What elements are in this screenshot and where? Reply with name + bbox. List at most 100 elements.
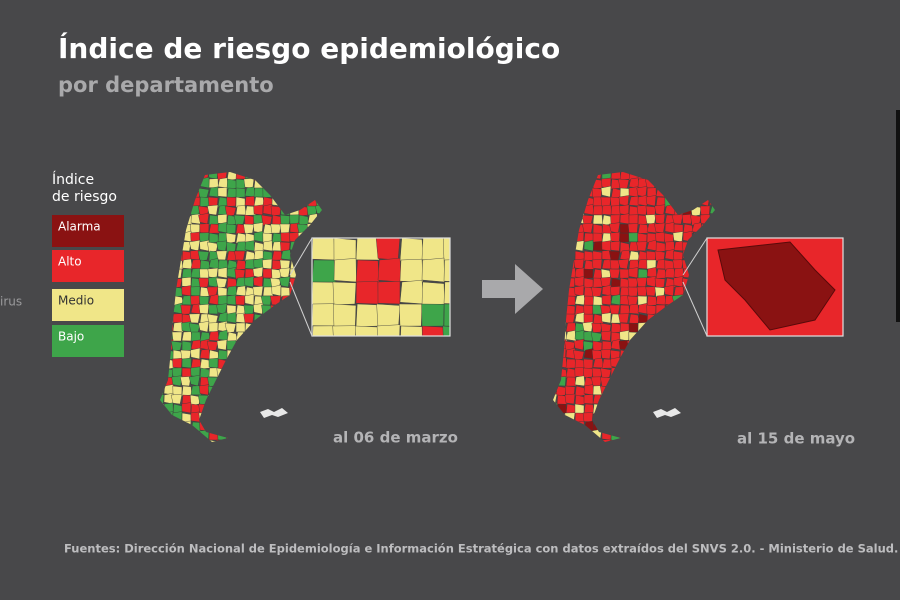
department [673,340,685,351]
department [206,340,219,352]
department [280,385,291,398]
department [160,284,165,297]
department [171,268,183,279]
department [163,402,174,414]
department [671,421,684,432]
department [556,439,567,442]
department [619,213,630,225]
department [244,259,256,270]
department [628,358,639,369]
department [262,258,273,270]
department [553,277,558,288]
department [289,376,300,387]
department [682,331,693,343]
department [243,358,255,370]
department [592,394,604,405]
department [235,340,247,353]
department [664,394,676,406]
department [163,313,175,324]
department [181,250,192,262]
department [298,385,310,398]
department [235,384,247,396]
department [637,322,648,333]
department [565,172,576,181]
department [637,214,648,225]
department [619,304,630,315]
department [553,313,558,324]
department [307,402,318,414]
department [289,402,300,414]
department [243,178,255,189]
department [553,365,558,378]
department [646,339,658,351]
department [163,439,174,442]
department [172,421,184,432]
department [307,340,318,351]
department [600,411,612,423]
department [636,277,648,288]
department [654,222,666,234]
department [583,268,594,279]
department [298,294,309,306]
department [556,430,567,441]
legend-swatch [52,250,124,282]
department [700,403,711,414]
department [160,214,165,225]
department [673,276,684,288]
department [226,430,237,441]
department [655,331,667,342]
department [682,347,693,360]
source: Fuentes: Dirección Nacional de Epidemiol… [64,542,898,556]
department [600,196,612,207]
department [583,430,594,442]
department [297,230,309,243]
department [610,356,621,369]
department [289,187,301,198]
department [226,277,237,289]
department [691,172,702,180]
department [673,366,684,378]
department [280,349,291,361]
department [592,421,604,432]
department [262,322,274,334]
department [181,196,193,207]
legend-label: Alarma [58,220,101,234]
department [636,358,648,370]
department [618,195,630,207]
department [645,322,657,333]
department [583,384,594,396]
department [553,322,558,333]
department [163,214,174,225]
department [280,339,292,351]
department [553,402,559,414]
department [600,394,612,405]
department [181,429,193,441]
department [655,304,666,315]
department [556,241,567,252]
department [305,357,318,369]
department [673,172,684,180]
department [653,313,666,325]
department [262,240,273,252]
department [636,205,648,216]
department [574,375,586,387]
department [244,394,255,406]
department [592,295,603,307]
department [591,367,603,379]
department [591,286,603,298]
department [289,430,300,441]
department [399,280,425,305]
department [664,357,675,369]
department [198,303,210,315]
department [253,394,265,407]
department [163,421,174,433]
department [664,322,675,333]
department [160,304,165,315]
department [279,304,291,315]
department [189,439,201,442]
department [160,349,165,360]
department [601,403,612,414]
department [171,187,183,199]
department [280,376,292,387]
